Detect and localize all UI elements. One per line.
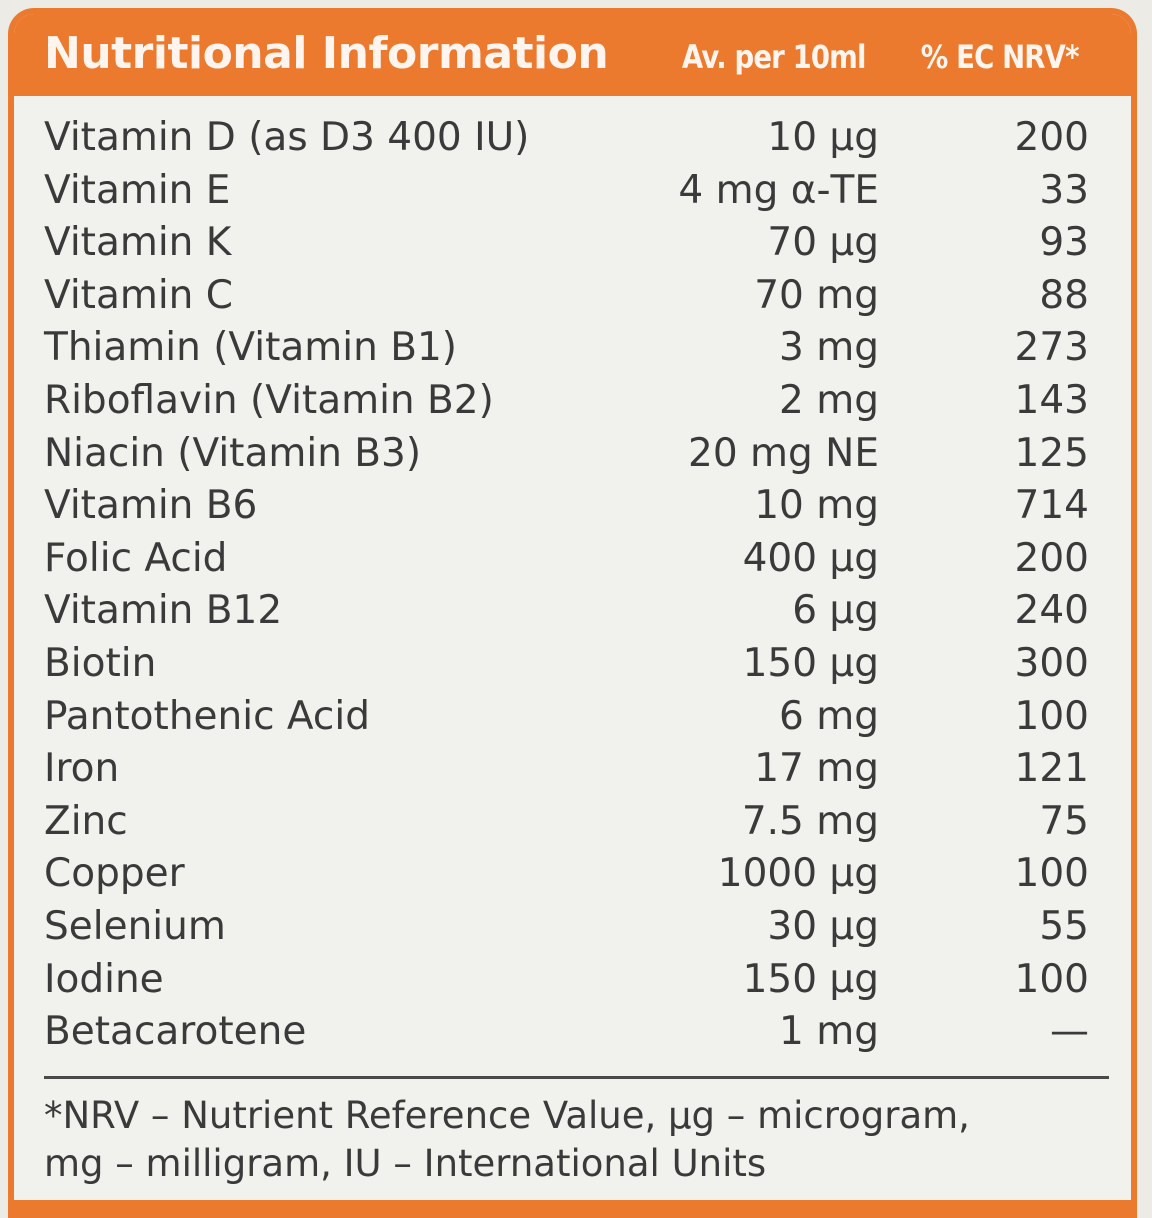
- nutrient-name: Vitamin E: [44, 167, 231, 213]
- table-row: Zinc 7.5 mg 75: [14, 796, 1131, 849]
- nutrient-nrv: 121: [1014, 746, 1089, 792]
- bottom-accent-bar: [14, 1200, 1131, 1218]
- nutrient-name: Pantothenic Acid: [44, 693, 370, 739]
- nutrient-name: Betacarotene: [44, 1009, 307, 1055]
- nutrient-nrv: —: [1050, 1009, 1089, 1055]
- table-row: Biotin 150 µg 300: [14, 638, 1131, 691]
- table-row: Thiamin (Vitamin B1) 3 mg 273: [14, 322, 1131, 375]
- nutrient-amount: 17 mg: [754, 746, 879, 792]
- nutrient-nrv: 100: [1014, 851, 1089, 897]
- nutrient-amount: 1 mg: [779, 1009, 879, 1055]
- nutrient-amount: 30 µg: [767, 903, 879, 949]
- table-row: Riboflavin (Vitamin B2) 2 mg 143: [14, 375, 1131, 428]
- table-row: Betacarotene 1 mg —: [14, 1006, 1131, 1059]
- nutrient-name: Riboflavin (Vitamin B2): [44, 377, 494, 423]
- table-row: Iodine 150 µg 100: [14, 954, 1131, 1007]
- nutrient-nrv: 143: [1014, 377, 1089, 423]
- nutrient-amount: 2 mg: [779, 377, 879, 423]
- nutrient-name: Copper: [44, 851, 185, 897]
- table-row: Iron 17 mg 121: [14, 743, 1131, 796]
- nutrient-amount: 3 mg: [779, 325, 879, 371]
- nutrient-amount: 6 µg: [792, 588, 879, 634]
- nutrient-amount: 10 µg: [767, 115, 879, 160]
- nutrient-nrv: 200: [1014, 535, 1089, 581]
- table-row: Vitamin B12 6 µg 240: [14, 585, 1131, 638]
- nutrient-nrv: 55: [1039, 903, 1089, 949]
- nutrient-amount: 70 µg: [767, 220, 879, 266]
- nutrient-amount: 400 µg: [742, 535, 879, 581]
- table-row: Selenium 30 µg 55: [14, 901, 1131, 954]
- nutrient-name: Selenium: [44, 903, 226, 949]
- nutrient-amount: 150 µg: [742, 640, 879, 686]
- nutrient-nrv: 273: [1014, 325, 1089, 371]
- table-header: Nutritional Information Av. per 10ml % E…: [14, 14, 1131, 96]
- nutrient-amount: 7.5 mg: [741, 798, 879, 844]
- nutrient-name: Thiamin (Vitamin B1): [44, 325, 458, 371]
- nutrient-amount: 6 mg: [779, 693, 879, 739]
- nutrient-nrv: 100: [1014, 956, 1089, 1002]
- footnote-line-2: mg – milligram, IU – International Units: [44, 1142, 767, 1185]
- nutrient-nrv: 125: [1014, 430, 1089, 476]
- nutrient-name: Iron: [44, 746, 120, 792]
- nutrient-amount: 70 mg: [754, 272, 879, 318]
- nutrient-nrv: 240: [1014, 588, 1089, 634]
- nutrient-amount: 1000 µg: [717, 851, 879, 897]
- table-row: Vitamin C 70 mg 88: [14, 270, 1131, 323]
- table-title: Nutritional Information: [44, 28, 609, 79]
- nutrient-name: Vitamin C: [44, 272, 234, 318]
- table-row: Pantothenic Acid 6 mg 100: [14, 691, 1131, 744]
- table-row: Niacin (Vitamin B3) 20 mg NE 125: [14, 428, 1131, 481]
- nutrient-name: Folic Acid: [44, 535, 228, 581]
- nutrient-name: Vitamin K: [44, 220, 232, 266]
- nutrient-name: Niacin (Vitamin B3): [44, 430, 422, 476]
- table-row: Folic Acid 400 µg 200: [14, 533, 1131, 586]
- nutrient-nrv: 300: [1014, 640, 1089, 686]
- footnote-line-1: *NRV – Nutrient Reference Value, µg – mi…: [44, 1094, 970, 1137]
- nutrient-nrv: 200: [1014, 115, 1089, 160]
- table-row: Vitamin D (as D3 400 IU) 10 µg 200: [14, 112, 1131, 165]
- nutrient-name: Iodine: [44, 956, 164, 1002]
- footnote: *NRV – Nutrient Reference Value, µg – mi…: [44, 1092, 1104, 1188]
- nutrient-nrv: 714: [1014, 483, 1089, 529]
- nutrient-name: Vitamin B12: [44, 588, 283, 634]
- nutrient-amount: 10 mg: [754, 483, 879, 529]
- nutrient-nrv: 100: [1014, 693, 1089, 739]
- column-header-nrv: % EC NRV*: [921, 38, 1080, 76]
- table-row: Vitamin K 70 µg 93: [14, 217, 1131, 270]
- table-row: Vitamin B6 10 mg 714: [14, 480, 1131, 533]
- nutrient-name: Vitamin D (as D3 400 IU): [44, 115, 530, 160]
- nutrition-panel: Nutritional Information Av. per 10ml % E…: [8, 8, 1137, 1218]
- nutrient-nrv: 88: [1039, 272, 1089, 318]
- nutrient-nrv: 75: [1039, 798, 1089, 844]
- nutrient-amount: 4 mg α-TE: [678, 167, 879, 213]
- nutrient-name: Biotin: [44, 640, 157, 686]
- table-row: Vitamin E 4 mg α-TE 33: [14, 165, 1131, 218]
- nutrient-name: Vitamin B6: [44, 483, 258, 529]
- table-row: Copper 1000 µg 100: [14, 848, 1131, 901]
- column-header-amount: Av. per 10ml: [682, 38, 867, 76]
- nutrient-nrv: 93: [1039, 220, 1089, 266]
- nutrient-name: Zinc: [44, 798, 128, 844]
- nutrient-table-body: Vitamin D (as D3 400 IU) 10 µg 200 Vitamin …: [14, 112, 1131, 1059]
- nutrient-nrv: 33: [1039, 167, 1089, 213]
- table-divider: [44, 1076, 1109, 1079]
- nutrient-amount: 20 mg NE: [688, 430, 879, 476]
- nutrient-amount: 150 µg: [742, 956, 879, 1002]
